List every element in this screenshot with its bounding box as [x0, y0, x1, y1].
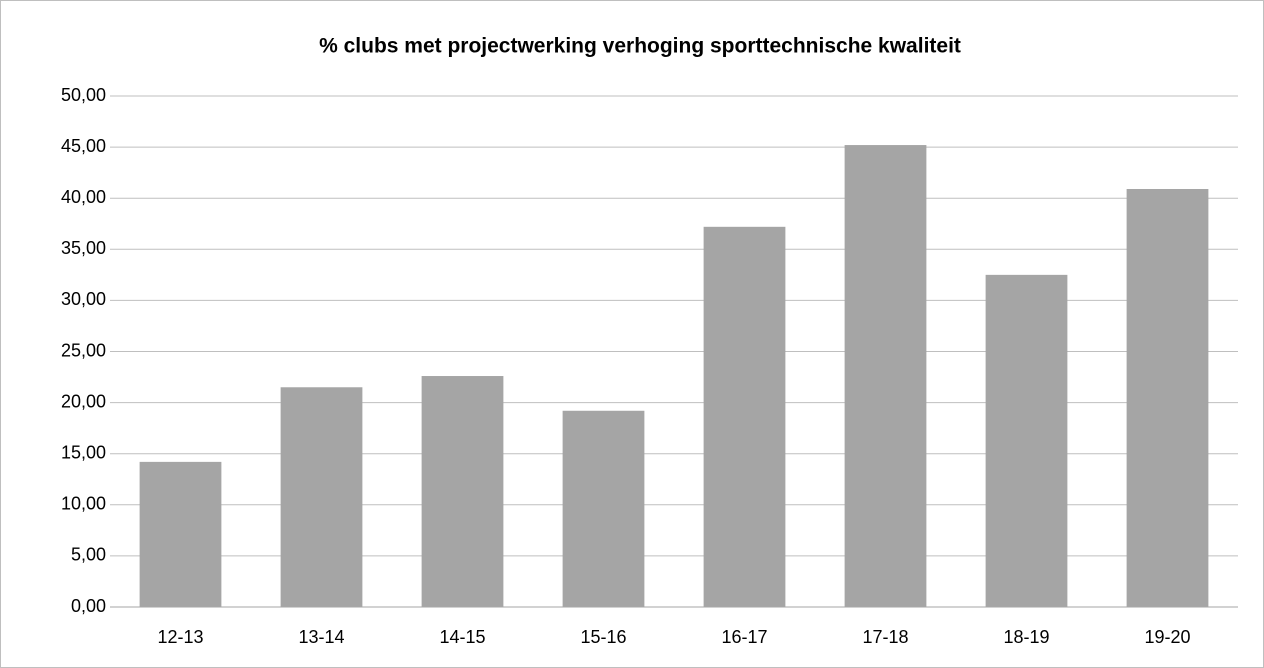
x-tick-label: 18-19: [1003, 627, 1049, 647]
y-tick-label: 25,00: [61, 340, 106, 360]
x-tick-label: 13-14: [298, 627, 344, 647]
y-tick-label: 30,00: [61, 289, 106, 309]
bar: [985, 274, 1068, 607]
y-tick-label: 45,00: [61, 136, 106, 156]
y-tick-label: 10,00: [61, 494, 106, 514]
bar: [139, 461, 222, 607]
x-tick-label: 16-17: [721, 627, 767, 647]
y-tick-label: 40,00: [61, 187, 106, 207]
y-tick-label: 20,00: [61, 391, 106, 411]
bar: [703, 226, 786, 608]
y-tick-label: 35,00: [61, 238, 106, 258]
y-tick-label: 5,00: [71, 545, 106, 565]
x-tick-label: 12-13: [157, 627, 203, 647]
bar: [421, 376, 504, 607]
bar: [844, 145, 927, 607]
y-tick-label: 0,00: [71, 596, 106, 616]
bar: [280, 387, 363, 607]
x-tick-label: 14-15: [439, 627, 485, 647]
x-tick-label: 17-18: [862, 627, 908, 647]
y-tick-label: 50,00: [61, 85, 106, 105]
y-tick-label: 15,00: [61, 442, 106, 462]
chart-title: % clubs met projectwerking verhoging spo…: [319, 35, 961, 58]
bar: [1126, 189, 1209, 607]
x-tick-label: 19-20: [1144, 627, 1190, 647]
x-tick-label: 15-16: [580, 627, 626, 647]
bar: [562, 410, 645, 607]
